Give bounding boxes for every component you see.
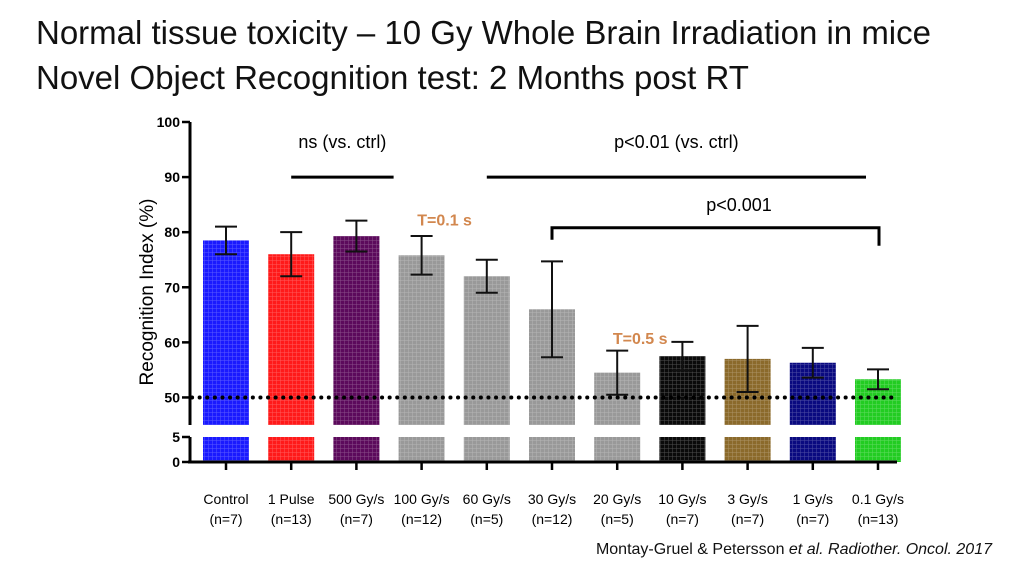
error-bar-5 <box>541 260 563 359</box>
significance-bracket-path-2 <box>550 226 881 246</box>
category-label-0: Control <box>203 491 248 507</box>
category-label-3: 100 Gy/s <box>394 491 450 507</box>
time-label-0: T=0.1 s <box>417 212 472 229</box>
error-bar-0 <box>215 225 237 256</box>
significance-label-0: ns (vs. ctrl) <box>298 132 386 152</box>
bar-lower-texture-3 <box>398 437 445 462</box>
category-n-label-8: (n=7) <box>731 511 764 527</box>
category-n-label-10: (n=13) <box>858 511 899 527</box>
bar-lower-texture-0 <box>203 437 249 462</box>
category-label-10: 0.1 Gy/s <box>852 491 904 507</box>
title-line-2: Novel Object Recognition test: 2 Months … <box>36 59 749 96</box>
citation-authors: Montay-Gruel & Petersson <box>595 541 789 558</box>
category-label-8: 3 Gy/s <box>727 491 767 507</box>
time-label-1: T=0.5 s <box>613 331 668 348</box>
category-n-label-1: (n=13) <box>271 511 312 527</box>
category-label-1: 1 Pulse <box>268 491 315 507</box>
category-label-5: 30 Gy/s <box>528 491 576 507</box>
category-n-label-2: (n=7) <box>340 511 373 527</box>
bar-upper-texture-0 <box>203 240 249 425</box>
y-tick-label-90: 90 <box>164 169 180 185</box>
category-n-label-4: (n=5) <box>470 511 503 527</box>
error-bar-9 <box>801 346 824 379</box>
category-n-label-0: (n=7) <box>209 511 242 527</box>
category-label-7: 10 Gy/s <box>658 491 706 507</box>
error-bar-10 <box>867 368 889 391</box>
bar-lower-texture-10 <box>855 437 901 462</box>
title-line-1: Normal tissue toxicity – 10 Gy Whole Bra… <box>36 14 931 51</box>
bar-upper-texture-2 <box>333 236 380 425</box>
category-n-label-3: (n=12) <box>401 511 442 527</box>
category-label-6: 20 Gy/s <box>593 491 641 507</box>
category-label-4: 60 Gy/s <box>463 491 511 507</box>
significance-label-1: p<0.01 (vs. ctrl) <box>614 132 739 152</box>
category-n-label-5: (n=12) <box>532 511 573 527</box>
error-bar-7 <box>671 340 694 372</box>
y-tick-label-80: 80 <box>164 224 180 240</box>
category-n-label-7: (n=7) <box>666 511 699 527</box>
error-bar-3 <box>410 235 433 276</box>
y-axis-title: Recognition Index (%) <box>137 199 158 386</box>
y-tick-label-70: 70 <box>164 279 180 295</box>
bar-lower-texture-7 <box>659 437 706 462</box>
category-label-9: 1 Gy/s <box>793 491 833 507</box>
error-bar-8 <box>736 324 759 393</box>
y-tick-label-5: 5 <box>172 429 180 445</box>
citation: Montay-Gruel & Petersson et al. Radiothe… <box>596 541 992 559</box>
category-label-2: 500 Gy/s <box>328 491 384 507</box>
y-tick-label-100: 100 <box>157 114 181 130</box>
bar-lower-texture-4 <box>463 437 510 462</box>
category-n-label-6: (n=5) <box>601 511 634 527</box>
bar-lower-texture-1 <box>268 437 315 462</box>
bar-lower-texture-2 <box>333 437 380 462</box>
significance-bracket-2 <box>550 226 881 246</box>
bar-lower-texture-5 <box>529 437 575 462</box>
bar-lower-texture-6 <box>594 437 641 462</box>
bar-lower-texture-9 <box>789 437 836 462</box>
y-tick-label-0: 0 <box>172 454 180 470</box>
bar-upper-texture-3 <box>398 255 445 425</box>
bar-upper-texture-4 <box>463 276 510 425</box>
y-tick-label-50: 50 <box>164 389 180 405</box>
category-n-label-9: (n=7) <box>796 511 829 527</box>
y-tick-label-60: 60 <box>164 334 180 350</box>
significance-label-2: p<0.001 <box>706 195 772 215</box>
bar-lower-texture-8 <box>724 437 771 462</box>
error-bar-2 <box>345 219 368 253</box>
error-bar-6 <box>606 349 629 396</box>
error-bar-4 <box>475 258 498 294</box>
error-bar-1 <box>280 231 303 278</box>
citation-journal: et al. Radiother. Oncol. 2017 <box>788 541 992 558</box>
